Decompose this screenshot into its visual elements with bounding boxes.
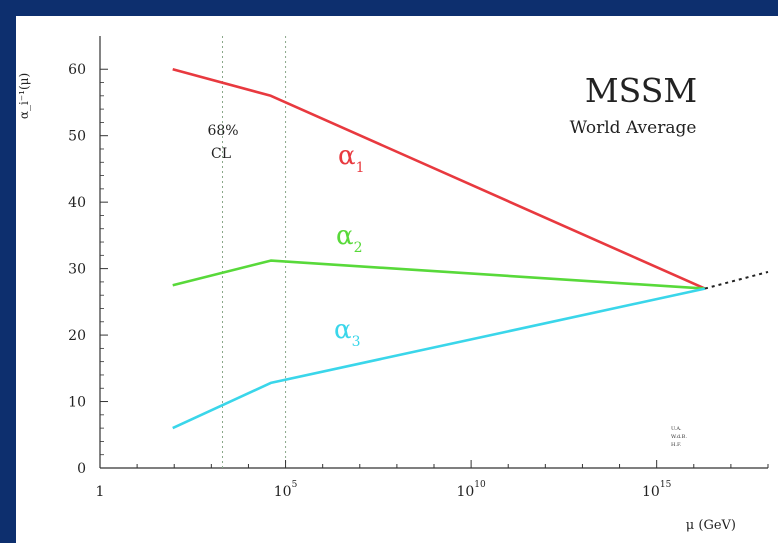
corner-note-2: W.d.B. xyxy=(671,434,687,440)
y-tick-label: 20 xyxy=(68,328,86,344)
x-tick-label: 105 xyxy=(274,480,298,500)
x-tick-label: 1010 xyxy=(456,480,486,500)
series-label-alpha1: α1 xyxy=(338,141,364,176)
chart-title: MSSM xyxy=(585,71,697,110)
y-tick-label: 30 xyxy=(68,262,86,278)
corner-note-3: H.F. xyxy=(671,442,682,448)
y-tick-label: 10 xyxy=(68,395,86,411)
chart-frame: MSSM World Average 68% CL μ (GeV) α_i⁻¹(… xyxy=(16,16,778,543)
y-tick-label: 60 xyxy=(68,62,86,78)
x-axis-label: μ (GeV) xyxy=(686,518,736,533)
x-tick-label: 1 xyxy=(96,484,105,500)
series-line-alpha2 xyxy=(172,259,705,290)
cl-label-text: CL xyxy=(211,146,231,162)
series-line-alpha1 xyxy=(172,67,706,290)
y-tick-label: 0 xyxy=(77,461,86,477)
y-tick-label: 40 xyxy=(68,195,86,211)
y-axis-label: α_i⁻¹(μ) xyxy=(17,73,31,119)
chart-subtitle: World Average xyxy=(570,118,697,138)
y-tick-label: 50 xyxy=(68,129,86,145)
chart-svg: MSSM World Average 68% CL μ (GeV) α_i⁻¹(… xyxy=(17,36,769,533)
series-label-alpha3: α3 xyxy=(334,315,360,350)
x-tick-label: 1015 xyxy=(642,480,672,500)
series-label-alpha2: α2 xyxy=(336,221,362,256)
series-line-alpha3 xyxy=(172,287,706,430)
corner-note-1: U.A. xyxy=(671,426,682,432)
extrapolation-line xyxy=(704,270,769,290)
